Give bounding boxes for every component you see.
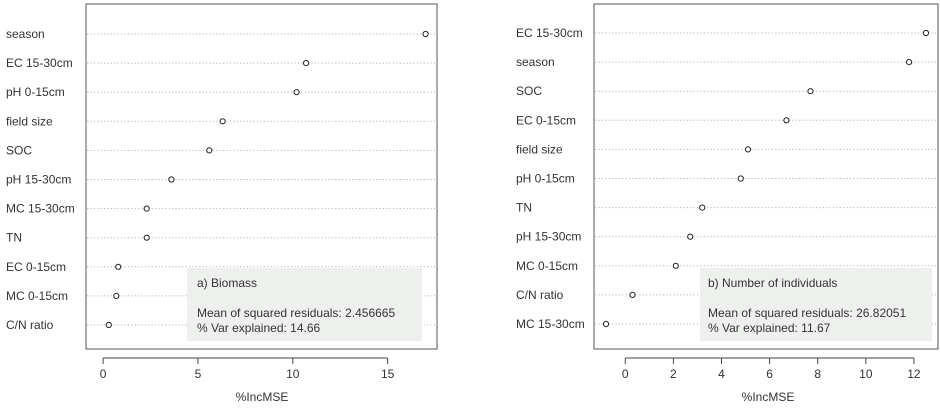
panel-a-x-axis: 0 5 10 15	[100, 357, 395, 381]
data-point	[143, 205, 150, 212]
panel-a-plot-frame	[85, 3, 438, 350]
category-label: EC 0-15cm	[6, 260, 66, 274]
panel-b-x-axis-label: %IncMSE	[742, 390, 795, 404]
data-point	[422, 30, 429, 38]
data-point	[206, 147, 213, 154]
data-point	[737, 175, 744, 182]
category-label: season	[516, 55, 555, 69]
data-point	[699, 204, 706, 211]
data-point	[783, 117, 790, 124]
category-label: C/N ratio	[6, 318, 54, 332]
x-tick-label: 5	[195, 367, 202, 381]
panel-a-annotation-title: a) Biomass	[197, 276, 257, 290]
panel-b-annotation-line1: Mean of squared residuals: 26.82051	[708, 306, 906, 320]
x-tick-label: 4	[718, 367, 725, 381]
panel-a-annotation-box: a) Biomass Mean of squared residuals: 2.…	[187, 268, 422, 341]
data-point	[105, 321, 112, 329]
category-label: MC 15-30cm	[6, 202, 75, 216]
category-label: EC 15-30cm	[6, 56, 73, 70]
panel-a-points	[105, 30, 429, 329]
panel-b: EC 15-30cm season SOC EC 0-15cm field size pH…	[516, 3, 939, 404]
x-tick-label: 12	[907, 367, 921, 381]
panel-b-x-axis: 0 2 4 6 8 10 12	[622, 357, 921, 381]
panel-b-annotation-background	[700, 268, 932, 341]
data-point	[906, 59, 913, 66]
panel-b-plot-frame	[593, 3, 939, 350]
x-tick-label: 6	[766, 367, 773, 381]
category-label: MC 0-15cm	[6, 289, 68, 303]
panel-a-annotation-line2: % Var explained: 14.66	[197, 321, 321, 335]
panel-a-category-labels: season EC 15-30cm pH 0-15cm field size SOC pH…	[6, 27, 75, 332]
category-label: season	[6, 27, 45, 41]
panel-a-x-axis-label: %IncMSE	[236, 390, 289, 404]
x-tick-label: 8	[814, 367, 821, 381]
data-point	[672, 262, 679, 269]
data-point	[629, 291, 636, 298]
data-point	[143, 234, 150, 241]
panel-b-annotation-title: b) Number of individuals	[708, 276, 837, 290]
category-label: field size	[6, 114, 53, 128]
panel-a-annotation-line1: Mean of squared residuals: 2.456665	[197, 306, 395, 320]
panel-b-annotation-box: b) Number of individuals Mean of squared…	[700, 268, 932, 341]
category-label: MC 15-30cm	[516, 317, 585, 331]
panel-b-points	[602, 29, 930, 328]
panel-a-annotation-background	[187, 268, 422, 341]
data-point	[602, 320, 610, 328]
x-tick-label: 2	[670, 367, 677, 381]
data-point	[922, 29, 930, 37]
category-label: EC 15-30cm	[516, 26, 583, 40]
panel-b-category-labels: EC 15-30cm season SOC EC 0-15cm field size pH…	[516, 26, 585, 331]
data-point	[744, 146, 752, 153]
category-label: pH 0-15cm	[6, 85, 65, 99]
category-label: pH 0-15cm	[516, 172, 575, 186]
category-label: TN	[6, 231, 22, 245]
category-label: C/N ratio	[516, 288, 564, 302]
category-label: SOC	[516, 84, 542, 98]
x-tick-label: 10	[859, 367, 873, 381]
data-point	[115, 263, 122, 270]
category-label: EC 0-15cm	[516, 113, 576, 127]
data-point	[807, 88, 814, 95]
category-label: MC 0-15cm	[516, 259, 578, 273]
data-point	[219, 118, 226, 125]
data-point	[113, 292, 120, 299]
x-tick-label: 0	[622, 367, 629, 381]
data-point	[302, 60, 310, 67]
category-label: pH 15-30cm	[516, 230, 581, 244]
x-tick-label: 0	[100, 367, 107, 381]
data-point	[168, 176, 175, 183]
x-tick-label: 10	[286, 367, 300, 381]
panel-a: season EC 15-30cm pH 0-15cm field size SOC pH…	[6, 3, 438, 404]
x-tick-label: 15	[381, 367, 395, 381]
data-point	[687, 233, 694, 240]
category-label: TN	[516, 201, 532, 215]
category-label: field size	[516, 142, 563, 156]
panel-b-annotation-line2: % Var explained: 11.67	[708, 321, 831, 335]
category-label: SOC	[6, 143, 32, 157]
category-label: pH 15-30cm	[6, 173, 71, 187]
data-point	[293, 89, 300, 96]
